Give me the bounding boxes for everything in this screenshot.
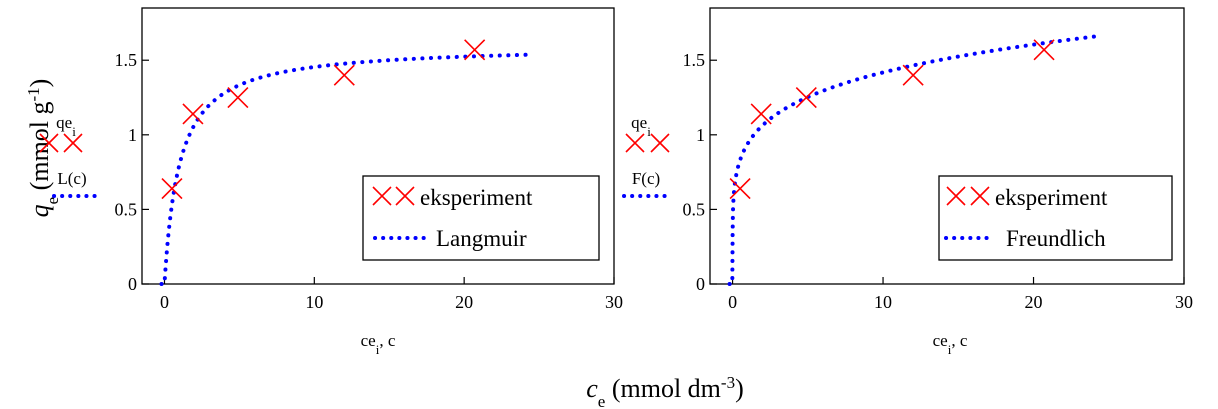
legend: eksperiment Freundlich xyxy=(938,175,1173,261)
y-tick-label: 1 xyxy=(696,125,705,145)
legend-marker-icon xyxy=(946,186,990,206)
legend-marker-icon xyxy=(372,186,415,206)
model-curve xyxy=(159,52,534,286)
x-axis-label: cei, c xyxy=(933,331,968,357)
data-point-marker xyxy=(161,177,183,200)
y-symbol-points: qei xyxy=(56,113,76,139)
legend-box xyxy=(938,175,1173,261)
data-point-marker xyxy=(227,86,249,109)
x-tick-label: 10 xyxy=(305,292,323,312)
x-axis-label: cei, c xyxy=(361,331,396,357)
x-tick-label: 10 xyxy=(874,292,892,312)
y-symbol-points-marker xyxy=(625,133,670,153)
y-symbol-points: qei xyxy=(631,113,651,139)
data-point-marker xyxy=(333,64,355,86)
legend: eksperiment Langmuir xyxy=(362,175,600,261)
figure-xlabel: ce (mmol dm-3) xyxy=(586,373,744,409)
chart-panel-left: 0 10 20 30 0 0.5 1 1.5 cei, c qei L(c) eksperim… xyxy=(39,7,624,357)
curve-langmuir xyxy=(159,52,534,286)
y-tick-label: 0.5 xyxy=(683,199,706,219)
y-tick-label: 0 xyxy=(128,274,137,294)
x-tick-label: 0 xyxy=(160,292,169,312)
y-tick-label: 0 xyxy=(696,274,705,294)
model-curve xyxy=(727,34,1099,286)
axis-ticks: 0 10 20 30 0 0.5 1 1.5 xyxy=(683,50,1194,312)
data-point-marker xyxy=(1033,39,1055,61)
curve-freundlich xyxy=(727,34,1099,286)
legend-label: Langmuir xyxy=(436,226,527,251)
legend-label: eksperiment xyxy=(420,185,533,210)
legend-label: eksperiment xyxy=(995,185,1108,210)
data-point-marker xyxy=(795,86,817,109)
plot-frame xyxy=(709,7,1185,285)
data-point-marker xyxy=(182,103,204,125)
x-tick-label: 30 xyxy=(605,292,623,312)
y-tick-label: 1.5 xyxy=(115,50,138,70)
legend-box xyxy=(362,175,600,261)
chart-panel-right: 0 10 20 30 0 0.5 1 1.5 cei, c qei F(c) eksperim… xyxy=(622,7,1194,357)
legend-label: Freundlich xyxy=(1006,226,1106,251)
y-symbol-curve: L(c) xyxy=(57,169,86,188)
data-point-marker xyxy=(729,177,751,200)
x-tick-label: 20 xyxy=(455,292,473,312)
data-point-marker xyxy=(750,103,772,125)
figure-ylabel: qe (mmol g-1) xyxy=(24,79,62,218)
axis-ticks: 0 10 20 30 0 0.5 1 1.5 xyxy=(115,50,624,312)
y-tick-label: 1 xyxy=(128,125,137,145)
x-tick-label: 0 xyxy=(728,292,737,312)
data-markers xyxy=(161,39,486,200)
x-tick-label: 20 xyxy=(1025,292,1043,312)
y-tick-label: 0.5 xyxy=(115,199,138,219)
y-tick-label: 1.5 xyxy=(683,50,706,70)
plot-frame xyxy=(141,7,615,285)
x-tick-label: 30 xyxy=(1175,292,1193,312)
data-point-marker xyxy=(464,39,486,61)
y-symbol-curve: F(c) xyxy=(632,169,660,188)
data-markers xyxy=(729,39,1055,200)
y-symbol-points-marker xyxy=(39,133,83,153)
data-point-marker xyxy=(902,64,924,86)
